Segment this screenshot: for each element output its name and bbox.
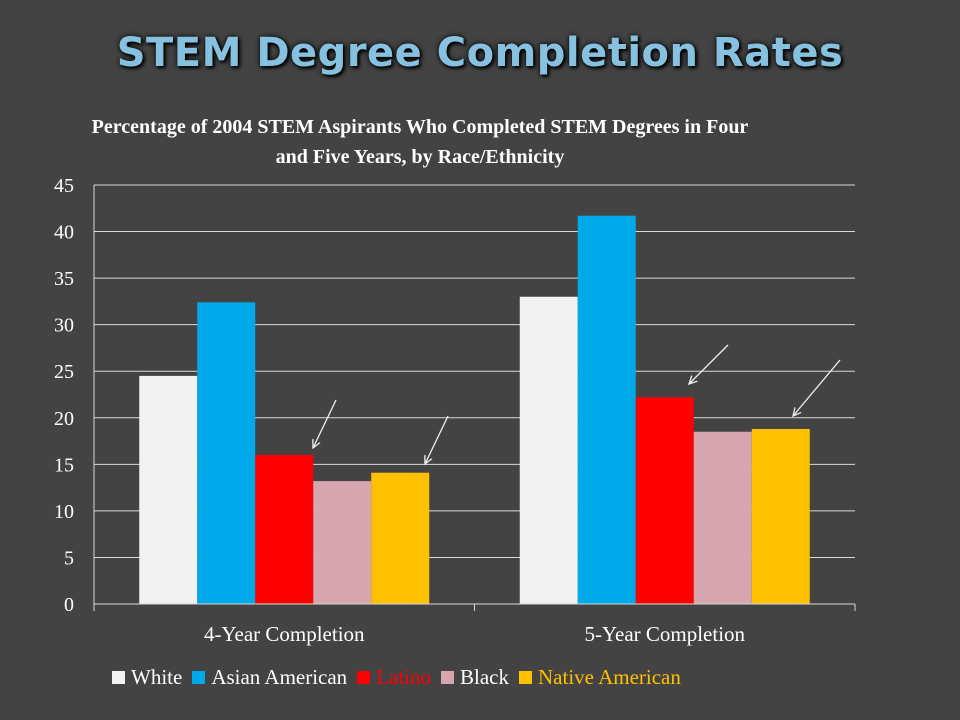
bar-black-2 [693, 431, 752, 604]
y-tick-label: 25 [54, 361, 74, 383]
category-labels: 4-Year Completion 5-Year Completion [204, 622, 746, 646]
legend-label: White [131, 664, 183, 689]
legend: White Asian American Latino Black Native Ame… [112, 664, 691, 690]
category-label: 5-Year Completion [584, 622, 745, 646]
bar-white-2 [519, 296, 578, 604]
bar-white-1 [139, 375, 198, 604]
slide-title: STEM Degree Completion Rates [116, 30, 844, 76]
bar-latino-1 [255, 455, 314, 604]
y-tick-label: 40 [54, 222, 74, 244]
legend-item: Asian American [192, 665, 347, 690]
bar-black-1 [313, 481, 372, 604]
y-tick-label: 45 [54, 175, 74, 197]
legend-item: Latino [357, 665, 431, 690]
chart-title: Percentage of 2004 STEM Aspirants Who Co… [91, 116, 749, 168]
legend-item: Native American [519, 665, 681, 690]
y-tick-label: 15 [54, 454, 74, 476]
legend-swatch [441, 670, 455, 684]
axes [93, 185, 856, 611]
y-tick-label: 35 [54, 268, 74, 290]
y-tick-label: 5 [64, 547, 74, 569]
y-tick-label: 20 [54, 408, 74, 430]
legend-label: Latino [376, 664, 432, 689]
y-tick-label: 0 [64, 594, 74, 616]
annotation-arrow [793, 359, 841, 416]
annotation-arrow [425, 415, 449, 464]
legend-label: Native American [538, 664, 681, 689]
legend-swatch [357, 670, 371, 684]
legend-swatch [519, 670, 532, 684]
annotation-arrow [689, 344, 729, 384]
bar-latino-2 [635, 397, 694, 604]
annotation-arrows [313, 344, 841, 464]
bars [139, 215, 810, 604]
bar-asian-american-2 [577, 215, 636, 604]
legend-swatch [192, 670, 206, 684]
bar-native-american-2 [751, 428, 810, 604]
category-label: 4-Year Completion [204, 622, 365, 646]
legend-label: Asian American [211, 664, 348, 689]
legend-item: Black [441, 665, 509, 690]
legend-swatch [112, 670, 125, 684]
legend-label: Black [460, 664, 509, 689]
legend-item: White [112, 665, 182, 690]
bar-asian-american-1 [197, 302, 256, 604]
bar-native-american-1 [371, 472, 430, 604]
y-tick-label: 10 [54, 501, 74, 523]
y-tick-label: 30 [54, 315, 74, 337]
y-axis-ticks: 0 5 10 15 20 25 30 35 40 45 [54, 175, 74, 616]
annotation-arrow [313, 399, 337, 448]
